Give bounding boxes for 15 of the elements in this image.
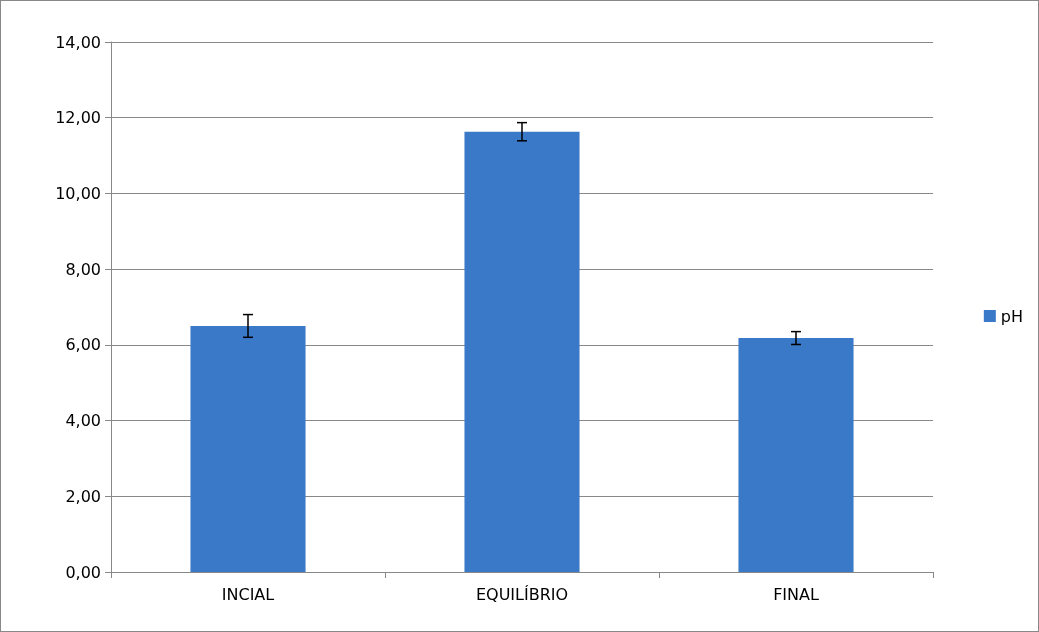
y-tick-label: 8,00	[65, 259, 101, 279]
x-tick-label: INCIAL	[221, 584, 275, 604]
bar	[190, 325, 306, 572]
bar	[464, 131, 580, 572]
bar	[738, 338, 854, 572]
y-tick-label: 6,00	[65, 335, 101, 355]
y-tick-label: 4,00	[65, 411, 101, 431]
x-tick-label: FINAL	[773, 584, 819, 604]
y-tick-label: 2,00	[65, 486, 101, 506]
x-tick-label: EQUILÍBRIO	[475, 584, 569, 604]
y-tick-label: 10,00	[55, 183, 101, 203]
y-tick-label: 14,00	[55, 32, 101, 52]
legend-label: pH	[1000, 306, 1023, 326]
y-tick-label: 12,00	[55, 108, 101, 128]
y-tick-label: 0,00	[65, 562, 101, 582]
